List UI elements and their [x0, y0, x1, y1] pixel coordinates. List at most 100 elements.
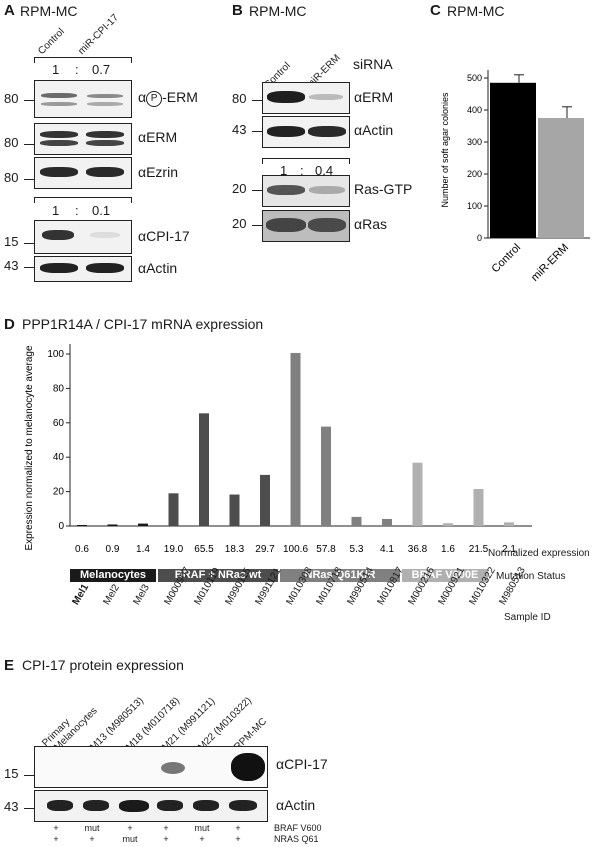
- x-labels: Control miR-ERM: [490, 242, 572, 284]
- bar: [351, 516, 362, 526]
- mw-tick: [24, 100, 34, 101]
- row-label-normalized: Normalized expression: [488, 548, 590, 559]
- panel-a-ratio-colon: :: [75, 203, 79, 218]
- bar: [490, 82, 536, 238]
- antibody-erm: αERM: [138, 129, 178, 145]
- status-melanocytes: Melanocytes: [70, 569, 156, 582]
- panel-a-ratio-2: 0.7: [92, 62, 111, 77]
- antibody-rasgtp: Ras-GTP: [354, 181, 413, 197]
- blot-band: [157, 800, 183, 811]
- y-axis-label: Expression normalized to melanocyte aver…: [24, 345, 35, 551]
- nras-row-label: NRAS Q61: [274, 834, 319, 844]
- panel-b-title: RPM-MC: [249, 3, 307, 19]
- mw-tick: [24, 808, 34, 809]
- antibody-cpi17-e: αCPI-17: [276, 756, 328, 772]
- bars: [77, 352, 514, 526]
- bar: [199, 413, 209, 526]
- blot-band: [40, 167, 78, 177]
- y-tick-label: 100: [47, 349, 64, 360]
- panel-a-ratio-colon: :: [75, 62, 79, 77]
- blot-band: [40, 263, 78, 273]
- blot-band: [231, 753, 265, 781]
- y-tick-label: 300: [467, 137, 482, 147]
- y-tick-label: 80: [53, 383, 65, 394]
- antibody-actin-a: αActin: [138, 260, 178, 276]
- value-label: 1.6: [441, 544, 455, 555]
- sample-id: Mel1: [70, 582, 92, 607]
- bars: [490, 74, 584, 238]
- blot-cpi17-e: [34, 746, 268, 788]
- blot-band: [86, 140, 124, 146]
- mrna-chart: Expression normalized to melanocyte aver…: [24, 344, 532, 555]
- y-tick-label: 200: [467, 169, 482, 179]
- y-tick-label: 0: [58, 521, 64, 532]
- antibody-ras: αRas: [354, 216, 387, 232]
- blot-band: [42, 230, 74, 240]
- blot-actin-e: [34, 790, 268, 822]
- status-nras: NRas Q61K/R: [280, 569, 400, 582]
- blot-band: [161, 762, 185, 774]
- mw-marker: 20: [232, 181, 247, 196]
- blot-band: [119, 800, 149, 812]
- value-label: 18.3: [225, 544, 245, 555]
- mw-tick: [252, 100, 262, 101]
- value-labels: 0.6 0.9 1.4 19.0 65.5 18.3 29.7 100.6 57.8 5.3 4.1…: [75, 544, 516, 555]
- blot-band: [309, 186, 345, 194]
- antibody-erm-b: αERM: [354, 89, 394, 105]
- antibody-cpi17: αCPI-17: [138, 228, 190, 244]
- y-tick-label: 60: [53, 418, 65, 429]
- blot-perm: [34, 80, 132, 118]
- blot-band: [40, 140, 78, 146]
- blot-band: [309, 94, 343, 100]
- value-label: 36.8: [408, 544, 428, 555]
- blot-erm-b: [262, 82, 350, 114]
- panel-c-letter: C: [430, 2, 441, 19]
- mw-tick: [24, 179, 34, 180]
- bar: [107, 524, 118, 526]
- bar: [168, 493, 179, 526]
- panel-e-title: CPI-17 protein expression: [22, 657, 184, 673]
- blot-band: [308, 218, 346, 232]
- mw-tick: [24, 144, 34, 145]
- blot-band: [87, 94, 123, 98]
- braf-status: +: [235, 823, 241, 833]
- blot-band: [40, 131, 78, 138]
- status-braf-v600e: BRAF V600E: [402, 569, 488, 582]
- blot-band: [47, 800, 73, 811]
- panel-b-bracket: [262, 158, 350, 164]
- value-label: 4.1: [380, 544, 394, 555]
- mw-tick: [252, 131, 262, 132]
- blot-actin-a: [34, 256, 132, 282]
- antibody-prefix: α: [138, 89, 147, 105]
- row-label-sample: Sample ID: [504, 612, 551, 623]
- panel-a-lane-mir: miR-CPI-17: [76, 12, 121, 57]
- blot-band: [308, 126, 346, 137]
- mw-marker: 43: [232, 122, 247, 137]
- value-label: 0.9: [106, 544, 120, 555]
- blot-ezrin: [34, 157, 132, 189]
- panel-a-ratio-1: 1: [52, 62, 60, 77]
- panel-b-ratio-2: 0.4: [315, 163, 334, 178]
- blot-band: [267, 126, 305, 137]
- blot-cpi17: [34, 220, 132, 254]
- antibody-actin-b: αActin: [354, 122, 394, 138]
- bar: [473, 489, 484, 526]
- sample-id: Mel3: [131, 582, 152, 607]
- sample-id: Mel2: [100, 582, 122, 607]
- braf-status: mut: [84, 823, 100, 833]
- value-label: 100.6: [283, 544, 308, 555]
- panel-c-title: RPM-MC: [447, 3, 505, 19]
- antibody-actin-e: αActin: [276, 797, 316, 813]
- blot-rasgtp: [262, 175, 350, 207]
- blot-band: [41, 93, 77, 98]
- blot-band: [87, 102, 123, 106]
- panel-a-bracket-cpi17: [34, 197, 132, 203]
- sirna-label: siRNA: [353, 56, 393, 72]
- y-tick-label: 40: [53, 452, 65, 463]
- bar: [290, 352, 301, 526]
- blot-band: [41, 102, 77, 106]
- nras-status: +: [53, 834, 59, 844]
- mw-marker: 80: [4, 170, 19, 185]
- panel-a-ratio-2: 0.1: [92, 203, 111, 218]
- bar: [260, 474, 270, 526]
